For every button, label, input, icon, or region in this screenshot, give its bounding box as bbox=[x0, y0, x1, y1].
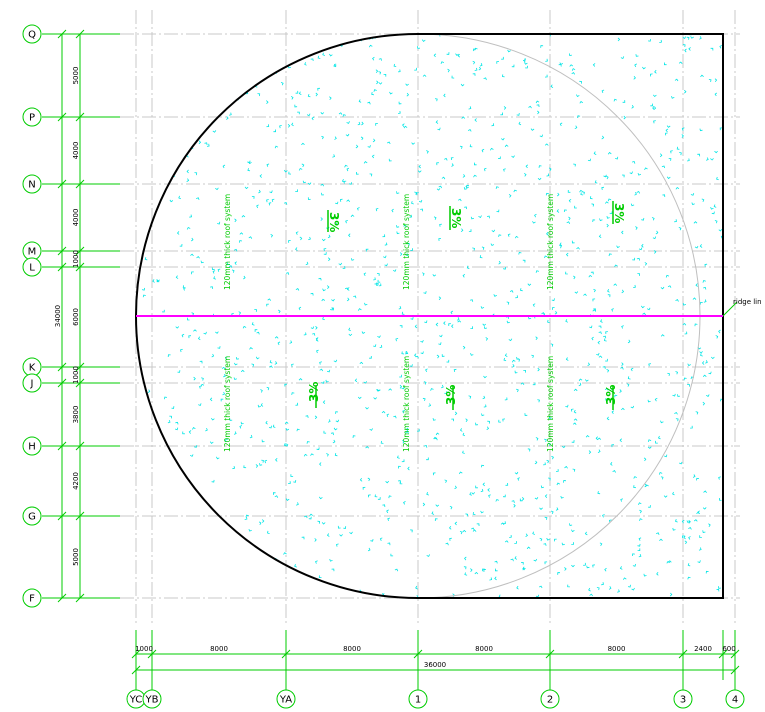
grid-row-bubble: L bbox=[22, 257, 62, 277]
roof-outline bbox=[135, 33, 724, 599]
svg-text:K: K bbox=[29, 363, 36, 374]
svg-text:2: 2 bbox=[547, 695, 553, 706]
dimension-label: 2400 bbox=[694, 645, 712, 653]
roof-note: 120mm thick roof system bbox=[402, 356, 411, 452]
slope-markers: 3% 3% 3% 3% 3% 3% bbox=[307, 201, 626, 410]
grid-row-bubbles: Q P N ML KJ H G F bbox=[22, 24, 62, 608]
dimension-label: 8000 bbox=[210, 645, 228, 653]
grid-row-bubble: M bbox=[22, 241, 62, 261]
dimension-label: 6000 bbox=[72, 308, 80, 326]
grid-lines bbox=[120, 10, 740, 625]
dimension-label: 5000 bbox=[72, 548, 80, 566]
dimension-label: 600 bbox=[722, 645, 735, 653]
roof-note: 120mm thick roof system bbox=[546, 356, 555, 452]
slope-label: 3% bbox=[307, 382, 321, 402]
grid-row-bubble: J bbox=[22, 373, 62, 393]
dimension-label: 1000 bbox=[72, 250, 80, 268]
horizontal-dimension-chain: 1000 8000 8000 8000 8000 2400 600 36000 bbox=[131, 630, 740, 680]
slope-label: 3% bbox=[444, 385, 458, 405]
slope-label: 3% bbox=[612, 203, 626, 223]
svg-text:M: M bbox=[28, 247, 37, 258]
ridge-label: ridge lin bbox=[733, 298, 762, 306]
svg-text:H: H bbox=[28, 442, 36, 453]
dimension-label: 4000 bbox=[72, 142, 80, 160]
grid-row-bubble: G bbox=[22, 506, 62, 526]
grid-row-bubble: P bbox=[22, 107, 62, 127]
svg-text:Q: Q bbox=[28, 30, 36, 41]
grid-column-bubble: 3 bbox=[673, 680, 693, 709]
grid-row-bubble: F bbox=[22, 588, 62, 608]
dimension-label: 3800 bbox=[72, 406, 80, 424]
svg-text:YC: YC bbox=[129, 695, 143, 706]
dimension-label: 5000 bbox=[72, 67, 80, 85]
grid-column-bubble: YA bbox=[276, 680, 296, 709]
svg-text:4: 4 bbox=[732, 695, 738, 706]
svg-text:L: L bbox=[29, 263, 35, 274]
svg-text:G: G bbox=[28, 512, 36, 523]
grid-column-bubble: 1 bbox=[408, 680, 428, 709]
dimension-label: 4200 bbox=[72, 472, 80, 490]
svg-text:1: 1 bbox=[415, 695, 421, 706]
grid-column-bubble: YC bbox=[126, 680, 146, 709]
svg-text:YA: YA bbox=[279, 695, 292, 706]
slope-label: 3% bbox=[449, 208, 463, 228]
grid-column-bubbles: YC YB YA 1 2 3 4 bbox=[126, 680, 745, 709]
grid-column-bubble: 2 bbox=[540, 680, 560, 709]
roof-note: 120mm thick roof system bbox=[223, 194, 232, 290]
svg-text:J: J bbox=[30, 379, 34, 390]
grid-column-bubble: 4 bbox=[725, 680, 745, 709]
grid-column-bubble: YB bbox=[142, 680, 162, 709]
dimension-label: 8000 bbox=[608, 645, 626, 653]
svg-text:N: N bbox=[28, 180, 35, 191]
dimension-label: 1000 bbox=[72, 366, 80, 384]
ridge-leader bbox=[722, 301, 738, 317]
vertical-dimension-chain: 5000 4000 4000 1000 6000 1000 3800 4200 5000 3400… bbox=[44, 29, 120, 603]
dimension-label: 8000 bbox=[475, 645, 493, 653]
slope-label: 3% bbox=[604, 385, 618, 405]
slope-label: 3% bbox=[327, 212, 341, 232]
roof-note: 120mm thick roof system bbox=[223, 356, 232, 452]
dimension-label: 1000 bbox=[135, 645, 153, 653]
dimension-label: 4000 bbox=[72, 209, 80, 227]
roof-notes: 120mm thick roof system 120mm thick roof… bbox=[223, 194, 555, 452]
svg-text:YB: YB bbox=[145, 695, 159, 706]
dimension-label: 8000 bbox=[343, 645, 361, 653]
grid-row-bubble: N bbox=[22, 174, 62, 194]
svg-text:F: F bbox=[29, 594, 35, 605]
grid-row-bubble: H bbox=[22, 436, 62, 456]
roof-note: 120mm thick roof system bbox=[546, 194, 555, 290]
grid-row-bubble: K bbox=[22, 357, 62, 377]
svg-text:P: P bbox=[29, 113, 35, 124]
dimension-total-label: 34000 bbox=[54, 305, 62, 327]
svg-text:3: 3 bbox=[680, 695, 686, 706]
dimension-total-label: 36000 bbox=[424, 661, 446, 669]
grid-row-bubble: Q bbox=[22, 24, 62, 44]
roof-note: 120mm thick roof system bbox=[402, 194, 411, 290]
